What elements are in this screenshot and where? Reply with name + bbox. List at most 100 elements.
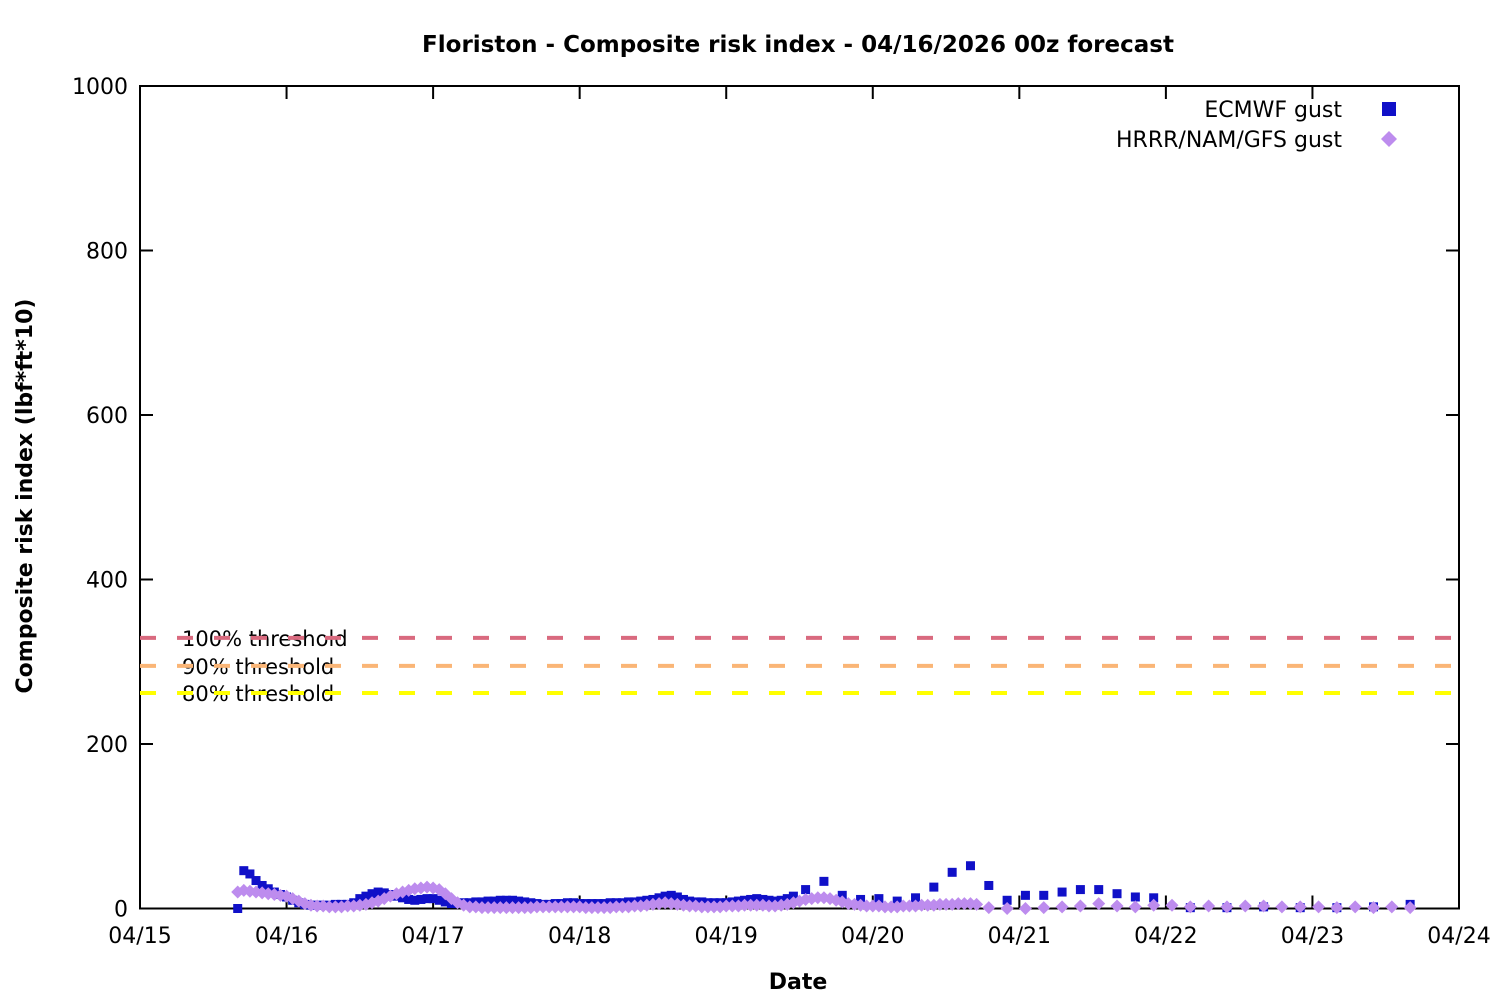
ecmwf-point bbox=[440, 897, 450, 907]
y-tick-label: 400 bbox=[86, 569, 128, 594]
ecmwf-point bbox=[666, 890, 676, 900]
ecmwf-point bbox=[1094, 885, 1104, 895]
x-ticks: 04/15 04/16 04/17 04/18 04/19 04/20 04/21 04/22… bbox=[108, 86, 1491, 949]
ecmwf-point bbox=[837, 890, 847, 900]
x-tick-label: 04/15 bbox=[108, 924, 171, 949]
ecmwf-point bbox=[1057, 887, 1067, 897]
y-tick-label: 600 bbox=[86, 404, 128, 429]
ecmwf-point bbox=[434, 895, 444, 905]
chart-title: Floriston - Composite risk index - 04/16… bbox=[422, 32, 1174, 58]
ecmwf-point bbox=[1130, 892, 1140, 902]
ecmwf-point bbox=[1039, 890, 1049, 900]
ecmwf-point bbox=[404, 894, 414, 904]
data-series bbox=[231, 861, 1417, 915]
hrrr-nam-gfs-point bbox=[1403, 901, 1417, 915]
x-tick-label: 04/22 bbox=[1134, 924, 1197, 949]
hrrr-nam-gfs-point bbox=[1110, 899, 1124, 913]
y-axis-label: Composite risk index (lbf*ft*10) bbox=[13, 299, 38, 694]
hrrr-nam-gfs-point bbox=[1202, 899, 1216, 913]
y-tick-label: 1000 bbox=[72, 75, 128, 100]
hrrr-nam-gfs-point bbox=[1037, 901, 1051, 915]
plot-border bbox=[139, 85, 1460, 910]
ecmwf-point bbox=[233, 904, 243, 913]
ecmwf-point bbox=[239, 866, 249, 876]
ecmwf-point bbox=[373, 887, 383, 897]
x-tick-label: 04/16 bbox=[255, 924, 318, 949]
hrrr-nam-gfs-point bbox=[1000, 902, 1014, 915]
ecmwf-point bbox=[367, 889, 377, 899]
hrrr-nam-gfs-point bbox=[1293, 900, 1307, 914]
ecmwf-point bbox=[801, 885, 811, 895]
x-tick-label: 04/21 bbox=[988, 924, 1051, 949]
ecmwf-point bbox=[984, 880, 994, 890]
hrrr-diamond-marker-icon bbox=[1381, 131, 1397, 147]
ecmwf-point bbox=[788, 891, 798, 901]
x-tick-label: 04/17 bbox=[401, 924, 464, 949]
threshold-lines: 100% threshold90% threshold80% threshold bbox=[140, 627, 1459, 706]
hrrr-nam-gfs-point bbox=[1073, 899, 1087, 913]
x-tick-label: 04/18 bbox=[548, 924, 611, 949]
hrrr-nam-gfs-point bbox=[1128, 900, 1142, 914]
ecmwf-point bbox=[251, 876, 261, 886]
hrrr-nam-gfs-point bbox=[1330, 901, 1344, 915]
ecmwf-point bbox=[752, 894, 762, 904]
ecmwf-point bbox=[947, 867, 957, 877]
y-ticks: 0 200 400 600 800 1000 bbox=[72, 75, 1459, 923]
ecmwf-point bbox=[929, 882, 939, 892]
ecmwf-point bbox=[965, 861, 975, 871]
y-tick-label: 0 bbox=[114, 898, 128, 923]
ecmwf-point bbox=[1075, 885, 1085, 895]
hrrr-nam-gfs-point bbox=[1348, 900, 1362, 914]
ecmwf-point bbox=[355, 894, 365, 904]
x-tick-label: 04/23 bbox=[1281, 924, 1344, 949]
ecmwf-point bbox=[1020, 890, 1030, 900]
hrrr-nam-gfs-point bbox=[1385, 900, 1399, 914]
hrrr-nam-gfs-point bbox=[1238, 899, 1252, 913]
ecmwf-point bbox=[428, 894, 438, 904]
ecmwf-point bbox=[874, 894, 884, 904]
x-tick-label: 04/20 bbox=[841, 924, 904, 949]
ecmwf-point bbox=[514, 896, 524, 906]
hrrr-nam-gfs-point bbox=[1018, 902, 1032, 915]
hrrr-nam-gfs-point bbox=[1165, 898, 1179, 912]
hrrr-nam-gfs-point bbox=[1220, 900, 1234, 914]
ecmwf-point bbox=[507, 895, 517, 905]
ecmwf-point bbox=[1149, 893, 1159, 903]
ecmwf-point bbox=[1002, 895, 1012, 905]
hrrr-nam-gfs-point bbox=[1055, 900, 1069, 914]
ecmwf-point bbox=[410, 895, 420, 905]
ecmwf-point bbox=[361, 891, 371, 901]
legend-label-hrrr-nam-gfs: HRRR/NAM/GFS gust bbox=[1116, 128, 1342, 153]
y-tick-label: 200 bbox=[86, 733, 128, 758]
hrrr-nam-gfs-point bbox=[1092, 897, 1106, 911]
ecmwf-point bbox=[672, 892, 682, 902]
ecmwf-point bbox=[416, 894, 426, 904]
ecmwf-point bbox=[489, 896, 499, 906]
x-tick-label: 04/19 bbox=[695, 924, 758, 949]
hrrr-nam-gfs-point bbox=[1275, 900, 1289, 914]
hrrr-nam-gfs-point bbox=[970, 897, 984, 911]
hrrr-nam-gfs-point bbox=[982, 901, 996, 915]
x-axis-label: Date bbox=[769, 970, 828, 995]
x-tick-label: 04/24 bbox=[1427, 924, 1490, 949]
hrrr-nam-gfs-point bbox=[1257, 899, 1271, 913]
ecmwf-point bbox=[819, 876, 829, 886]
legend-label-ecmwf: ECMWF gust bbox=[1204, 98, 1342, 123]
ecmwf-square-marker-icon bbox=[1382, 102, 1396, 116]
hrrr-nam-gfs-point bbox=[1312, 900, 1326, 914]
legend: ECMWF gust HRRR/NAM/GFS gust bbox=[1116, 98, 1397, 153]
hrrr-nam-gfs-point bbox=[1183, 900, 1197, 914]
ecmwf-point bbox=[245, 869, 255, 879]
hrrr-nam-gfs-point bbox=[1147, 898, 1161, 912]
ecmwf-point bbox=[422, 894, 432, 904]
ecmwf-point bbox=[911, 893, 921, 903]
ecmwf-point bbox=[483, 896, 493, 906]
hrrr-nam-gfs-point bbox=[1367, 901, 1381, 915]
ecmwf-point bbox=[1112, 889, 1122, 899]
ecmwf-point bbox=[257, 880, 267, 890]
ecmwf-point bbox=[501, 895, 511, 905]
ecmwf-point bbox=[495, 895, 505, 905]
ecmwf-point bbox=[660, 891, 670, 901]
